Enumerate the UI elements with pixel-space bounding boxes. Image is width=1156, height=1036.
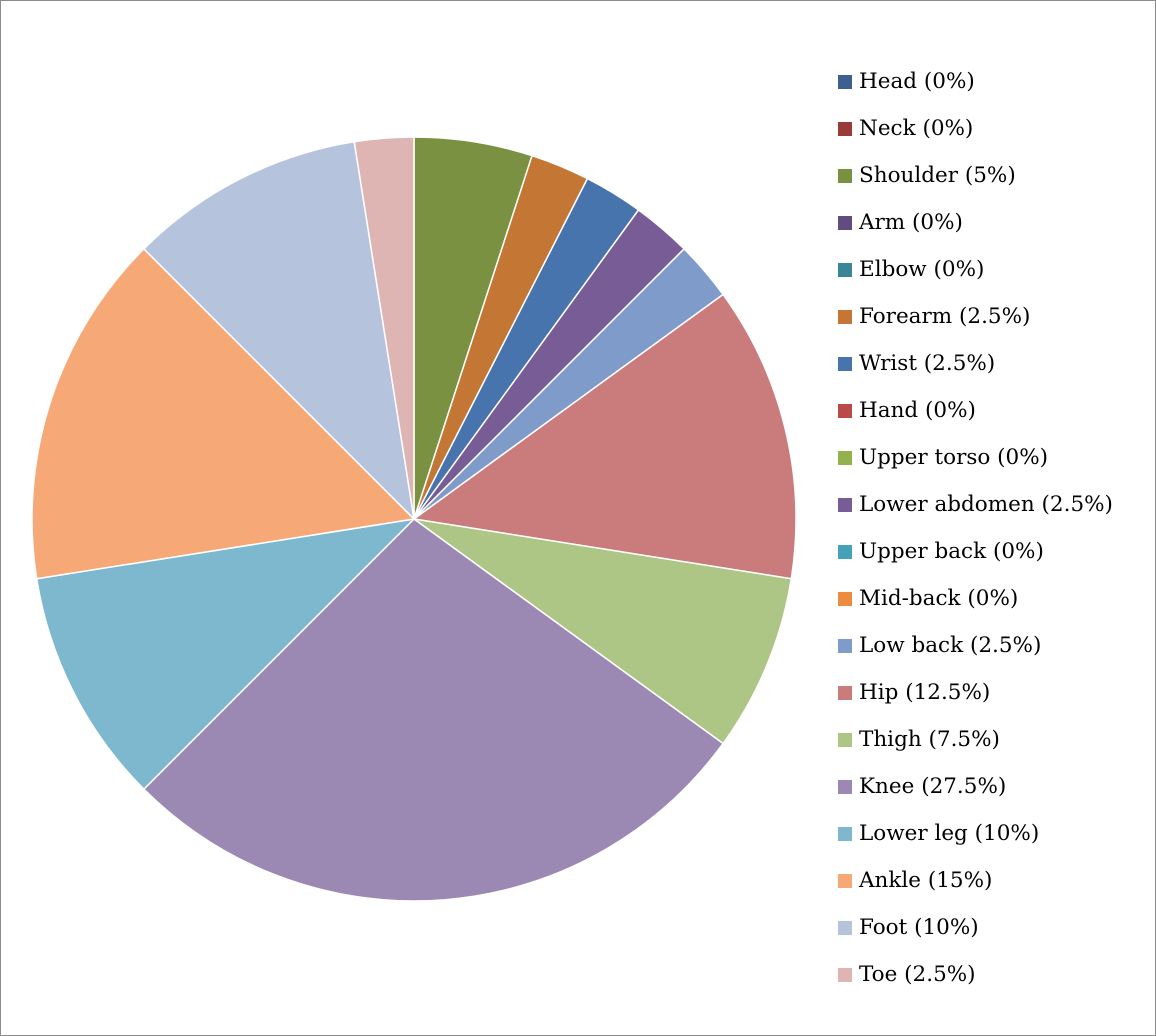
legend-item-low-back: Low back (2.5%): [838, 622, 1154, 669]
legend-label: Foot (10%): [859, 914, 979, 940]
legend-label: Low back (2.5%): [859, 632, 1042, 658]
legend-item-knee: Knee (27.5%): [838, 763, 1154, 810]
legend-swatch: [838, 356, 852, 371]
legend-item-head: Head (0%): [838, 58, 1154, 105]
legend-label: Toe (2.5%): [859, 961, 976, 987]
legend-label: Elbow (0%): [859, 256, 985, 282]
legend-swatch: [838, 685, 852, 700]
legend-swatch: [838, 638, 852, 653]
legend-swatch: [838, 732, 852, 747]
legend-swatch: [838, 74, 852, 89]
legend-item-toe: Toe (2.5%): [838, 951, 1154, 998]
legend-label: Neck (0%): [859, 115, 974, 141]
legend-swatch: [838, 168, 852, 183]
legend-label: Knee (27.5%): [859, 773, 1007, 799]
legend-swatch: [838, 873, 852, 888]
legend-item-shoulder: Shoulder (5%): [838, 152, 1154, 199]
legend-item-mid-back: Mid-back (0%): [838, 575, 1154, 622]
legend-swatch: [838, 497, 852, 512]
legend-item-upper-torso: Upper torso (0%): [838, 434, 1154, 481]
legend-swatch: [838, 967, 852, 982]
legend-label: Arm (0%): [859, 209, 963, 235]
pie-slice-lower-leg: [35, 518, 415, 790]
legend-label: Thigh (7.5%): [859, 726, 1000, 752]
pie-slice-thigh: [413, 518, 793, 745]
legend-label: Upper torso (0%): [859, 444, 1049, 470]
legend-swatch: [838, 403, 852, 418]
legend-label: Shoulder (5%): [859, 162, 1016, 188]
legend-label: Wrist (2.5%): [859, 350, 996, 376]
legend-swatch: [838, 826, 852, 841]
legend-item-foot: Foot (10%): [838, 904, 1154, 951]
legend-item-wrist: Wrist (2.5%): [838, 340, 1154, 387]
legend: Head (0%) Neck (0%) Shoulder (5%) Arm (0%) E…: [838, 58, 1154, 998]
pie-slice-hip: [413, 293, 797, 580]
legend-swatch: [838, 779, 852, 794]
legend-item-elbow: Elbow (0%): [838, 246, 1154, 293]
legend-swatch: [838, 544, 852, 559]
legend-swatch: [838, 309, 852, 324]
legend-item-upper-back: Upper back (0%): [838, 528, 1154, 575]
legend-item-hip: Hip (12.5%): [838, 669, 1154, 716]
legend-swatch: [838, 591, 852, 606]
legend-item-ankle: Ankle (15%): [838, 857, 1154, 904]
pie-slice-ankle: [31, 248, 415, 580]
legend-label: Mid-back (0%): [859, 585, 1019, 611]
legend-label: Forearm (2.5%): [859, 303, 1031, 329]
legend-item-thigh: Thigh (7.5%): [838, 716, 1154, 763]
legend-item-lower-leg: Lower leg (10%): [838, 810, 1154, 857]
pie-chart: [31, 136, 797, 902]
legend-item-arm: Arm (0%): [838, 199, 1154, 246]
pie-slice-knee: [143, 518, 724, 902]
legend-label: Upper back (0%): [859, 538, 1044, 564]
legend-swatch: [838, 215, 852, 230]
legend-label: Head (0%): [859, 68, 975, 94]
legend-swatch: [838, 920, 852, 935]
legend-item-neck: Neck (0%): [838, 105, 1154, 152]
legend-swatch: [838, 450, 852, 465]
legend-label: Hand (0%): [859, 397, 976, 423]
pie-slice-foot: [143, 140, 415, 520]
legend-label: Lower abdomen (2.5%): [859, 491, 1113, 517]
legend-item-hand: Hand (0%): [838, 387, 1154, 434]
legend-swatch: [838, 121, 852, 136]
pie-slice-toe: [353, 136, 415, 520]
legend-label: Lower leg (10%): [859, 820, 1040, 846]
legend-swatch: [838, 262, 852, 277]
legend-item-forearm: Forearm (2.5%): [838, 293, 1154, 340]
legend-label: Hip (12.5%): [859, 679, 991, 705]
legend-item-lower-abdomen: Lower abdomen (2.5%): [838, 481, 1154, 528]
legend-label: Ankle (15%): [859, 867, 993, 893]
